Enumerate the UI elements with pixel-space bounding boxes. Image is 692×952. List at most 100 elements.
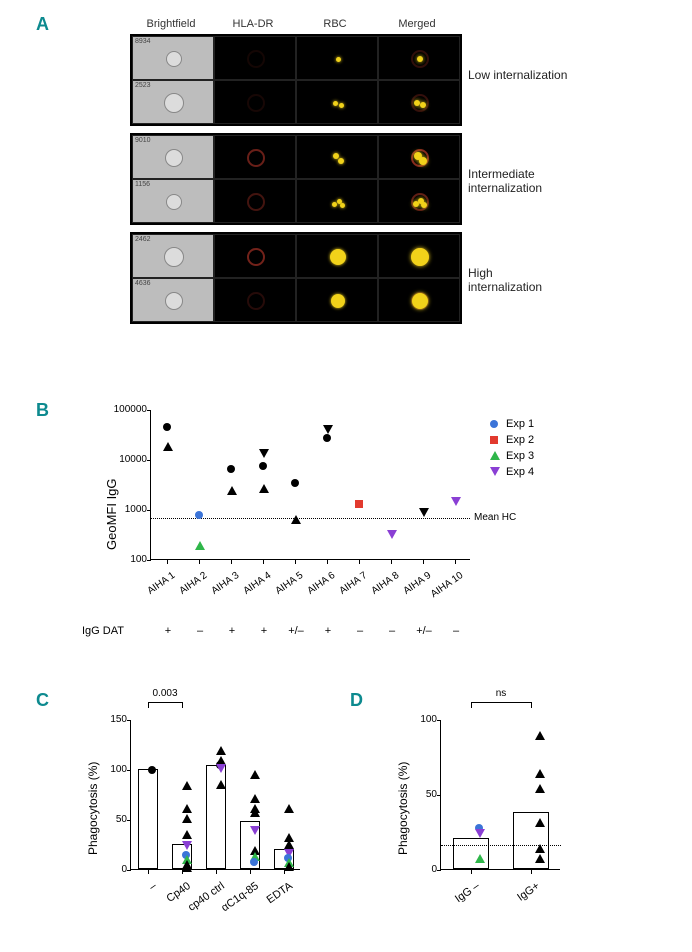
image-row-group: 8934 2523 Low internalization [130,30,570,129]
significance-label: 0.003 [145,688,185,699]
y-tick-label: 50 [411,789,437,800]
row-group-label: Low internalization [468,68,567,82]
image-row: 4636 [132,278,460,322]
data-point [182,841,192,850]
image-row: 2523 [132,80,460,124]
data-point [259,462,267,470]
data-point [451,497,461,506]
legend-label: Exp 3 [506,450,534,462]
data-point [284,862,294,871]
panel-b-label: B [36,400,49,421]
cell-id: 2462 [135,236,151,243]
image-row-group-inner: 2462 4636 [130,232,462,324]
legend-item: Exp 3 [490,448,534,464]
data-point [182,781,192,790]
image-row-group-inner: 9010 1156 [130,133,462,225]
data-point [250,826,260,835]
cell-id: 1156 [135,181,150,188]
y-axis-label-phago-d: Phagocytosis (%) [396,762,410,855]
data-point [259,484,269,493]
dat-value: – [350,625,370,637]
brightfield-cell: 4636 [132,278,214,322]
data-point [216,780,226,789]
col-header: Merged [376,18,458,30]
cell-id: 4636 [135,280,151,287]
rbc-cell [296,36,378,80]
scatter-plot-geomfi: 100100010000100000AIHA 1AIHA 2AIHA 3AIHA… [150,410,470,560]
y-tick-label: 100 [101,764,127,775]
panel-d-label: D [350,690,363,711]
hla-dr-cell [214,36,296,80]
bar [138,769,158,869]
data-point [475,829,485,838]
dat-value: – [446,625,466,637]
panel-c-label: C [36,690,49,711]
data-point [227,465,235,473]
dat-value: +/– [414,625,434,637]
merged-cell [378,234,460,278]
data-point [387,530,397,539]
legend-label: Exp 1 [506,418,534,430]
bar-label: IgG – [426,880,482,924]
image-row: 2462 [132,234,460,278]
legend-item: Exp 2 [490,432,534,448]
data-point [291,479,299,487]
data-point [259,449,269,458]
hla-dr-cell [214,234,296,278]
data-point [182,863,192,872]
rbc-cell [296,234,378,278]
merged-cell [378,135,460,179]
igg-dat-row-label: IgG DAT [82,625,124,637]
image-row: 9010 [132,135,460,179]
dat-value: +/– [286,625,306,637]
data-point [216,764,226,773]
rbc-cell [296,278,378,322]
y-axis-label-phago-c: Phagocytosis (%) [86,762,100,855]
brightfield-cell: 2462 [132,234,214,278]
data-point [182,814,192,823]
data-point [163,442,173,451]
image-row-group: 2462 4636 High internalization [130,228,570,327]
data-point [227,486,237,495]
image-row: 8934 [132,36,460,80]
image-row: 1156 [132,179,460,223]
y-tick-label: 150 [101,714,127,725]
data-point [284,840,294,849]
col-header: Brightfield [130,18,212,30]
panel-b-chart: 100100010000100000AIHA 1AIHA 2AIHA 3AIHA… [90,410,620,660]
panel-a-label: A [36,14,49,35]
data-point [250,770,260,779]
panel-a-column-headers: BrightfieldHLA-DRRBCMerged [130,18,570,30]
data-point [535,769,545,778]
y-axis-label-geomfi: GeoMFI IgG [104,478,119,550]
row-group-label: High internalization [468,266,570,294]
panel-a-figure: BrightfieldHLA-DRRBCMerged 8934 2523 Low i… [130,18,570,327]
cell-id: 8934 [135,38,151,45]
data-point [535,731,545,740]
legend-label: Exp 4 [506,466,534,478]
data-point [535,784,545,793]
data-point [250,808,260,817]
data-point [355,500,363,508]
panel-c-chart: 050100150–Cp40cp40 ctrlαC1q-85EDTA0.003 … [80,720,330,940]
image-row-group: 90101156Intermediate internalization [130,129,570,228]
y-tick-label: 100000 [113,404,147,415]
data-point [216,746,226,755]
rbc-cell [296,80,378,124]
col-header: HLA-DR [212,18,294,30]
bar-chart-c: 050100150–Cp40cp40 ctrlαC1q-85EDTA0.003 [130,720,300,870]
rbc-cell [296,135,378,179]
dat-value: + [222,625,242,637]
y-tick-label: 100 [411,714,437,725]
data-point [182,804,192,813]
data-point [291,515,301,524]
y-tick-label: 100 [113,554,147,565]
brightfield-cell: 1156 [132,179,214,223]
bar-label: IgG+ [486,880,542,924]
cell-id: 2523 [135,82,151,89]
hla-dr-cell [214,80,296,124]
dat-value: + [254,625,274,637]
legend-exp: Exp 1 Exp 2 Exp 3 Exp 4 [490,416,534,480]
y-tick-label: 10000 [113,454,147,465]
legend-item: Exp 4 [490,464,534,480]
